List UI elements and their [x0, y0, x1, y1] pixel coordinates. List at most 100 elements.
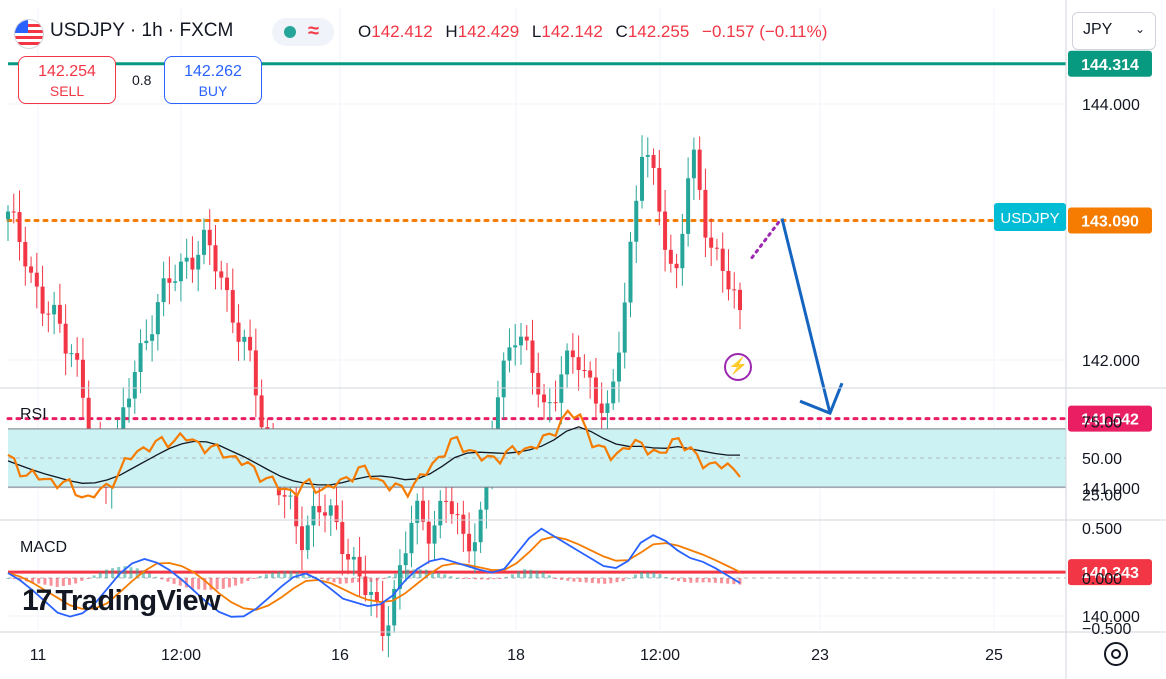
candle-body — [75, 353, 80, 360]
symbol-title[interactable]: USDJPY · 1h · FXCM — [50, 20, 234, 41]
candle-body — [253, 350, 258, 396]
candle-body — [63, 323, 68, 354]
candle-body — [397, 565, 402, 589]
macd-histogram-bar — [473, 578, 477, 580]
candle-body — [484, 470, 489, 510]
macd-pane-label[interactable]: MACD — [20, 539, 68, 556]
candle-body — [311, 505, 316, 526]
candle-body — [415, 500, 420, 523]
price-tick-label: 142.000 — [1082, 353, 1140, 370]
candle-body — [409, 522, 414, 554]
x-tick-label: 12:00 — [640, 647, 680, 664]
candle-body — [305, 525, 310, 551]
candle-body — [524, 336, 529, 341]
candle-body — [530, 340, 535, 373]
candle-body — [392, 588, 397, 626]
market-open-icon — [284, 26, 296, 38]
macd-histogram-bar — [197, 578, 201, 590]
candle-body — [29, 266, 34, 273]
candle-body — [472, 542, 477, 552]
market-status-pill[interactable]: ≈ — [272, 18, 334, 46]
macd-histogram-bar — [701, 578, 705, 583]
candle-body — [178, 261, 183, 282]
macd-histogram-bar — [541, 572, 545, 578]
macd-histogram-bar — [369, 578, 373, 582]
macd-histogram-bar — [147, 573, 151, 578]
candle-body — [173, 281, 178, 283]
candle-body — [599, 403, 604, 413]
symbol-tag — [994, 203, 1066, 231]
candle-body — [80, 359, 85, 398]
candle-body — [444, 500, 449, 502]
macd-histogram-bar — [418, 569, 422, 578]
macd-histogram-bar — [6, 578, 10, 579]
candle-body — [697, 149, 702, 190]
candle-body — [738, 289, 742, 311]
level-price-tag — [1068, 405, 1152, 432]
macd-histogram-bar — [375, 578, 379, 581]
candle-body — [52, 304, 57, 315]
macd-histogram-bar — [676, 578, 680, 582]
candle-body — [127, 398, 132, 408]
macd-histogram-bar — [166, 578, 170, 582]
macd-histogram-bar — [307, 574, 311, 578]
macd-histogram-bar — [486, 578, 490, 580]
macd-histogram-bar — [646, 572, 650, 578]
candle-body — [196, 254, 201, 270]
candle-body — [640, 156, 645, 201]
macd-histogram-bar — [627, 577, 631, 579]
macd-tick-label: 0.000 — [1082, 571, 1122, 588]
candle-body — [709, 237, 714, 248]
macd-histogram-bar — [31, 578, 35, 583]
macd-histogram-bar — [221, 578, 225, 589]
candle-body — [150, 334, 155, 341]
macd-histogram-bar — [141, 570, 145, 578]
macd-histogram-bar — [160, 578, 164, 580]
macd-histogram-bar — [123, 566, 127, 578]
macd-histogram-bar — [295, 571, 299, 578]
grid-lines — [8, 8, 1066, 630]
rsi-line — [7, 409, 741, 499]
macd-histogram-bar — [111, 568, 115, 578]
macd-histogram-bar — [480, 578, 484, 580]
macd-histogram-bar — [664, 576, 668, 578]
macd-histogram-bar — [424, 569, 428, 578]
settings-icon[interactable] — [1104, 642, 1128, 666]
macd-histogram-bar — [707, 578, 711, 583]
candle-body — [547, 402, 552, 404]
macd-histogram-bar — [510, 574, 514, 578]
macd-histogram-bar — [12, 578, 16, 580]
rsi-pane-label[interactable]: RSI — [20, 406, 47, 423]
macd-histogram-bar — [86, 578, 90, 579]
candle-body — [432, 525, 437, 544]
macd-histogram-bar — [104, 569, 108, 578]
macd-histogram-bar — [240, 578, 244, 584]
candle-body — [691, 149, 696, 179]
rsi-tick-label: 50.00 — [1082, 451, 1122, 468]
rsi-tick-label: 75.00 — [1082, 415, 1122, 432]
macd-histogram-bar — [277, 571, 281, 578]
candle-body — [663, 211, 668, 250]
macd-histogram-bar — [689, 578, 693, 583]
candle-body — [144, 340, 149, 344]
macd-histogram-bar — [135, 568, 139, 578]
macd-histogram-bar — [178, 578, 182, 586]
candle-body — [213, 245, 218, 272]
macd-histogram-bar — [492, 578, 496, 580]
sell-button[interactable]: 142.254 SELL — [18, 56, 116, 104]
currency-select[interactable]: JPY ⌄ — [1072, 12, 1156, 50]
candle-body — [518, 336, 523, 346]
x-tick-label: 23 — [811, 647, 829, 664]
lightning-icon[interactable]: ⚡ — [724, 353, 752, 381]
candle-body — [282, 495, 287, 497]
candle-body — [495, 397, 500, 443]
candle-body — [69, 353, 74, 355]
macd-histogram-bar — [154, 576, 158, 578]
candle-body — [616, 352, 621, 382]
buy-button[interactable]: 142.262 BUY — [164, 56, 262, 104]
macd-histogram-bar — [264, 574, 268, 578]
macd-histogram-bar — [43, 578, 47, 585]
macd-histogram-bar — [738, 578, 742, 585]
macd-histogram-bar — [98, 572, 102, 578]
macd-histogram-bar — [523, 569, 527, 578]
